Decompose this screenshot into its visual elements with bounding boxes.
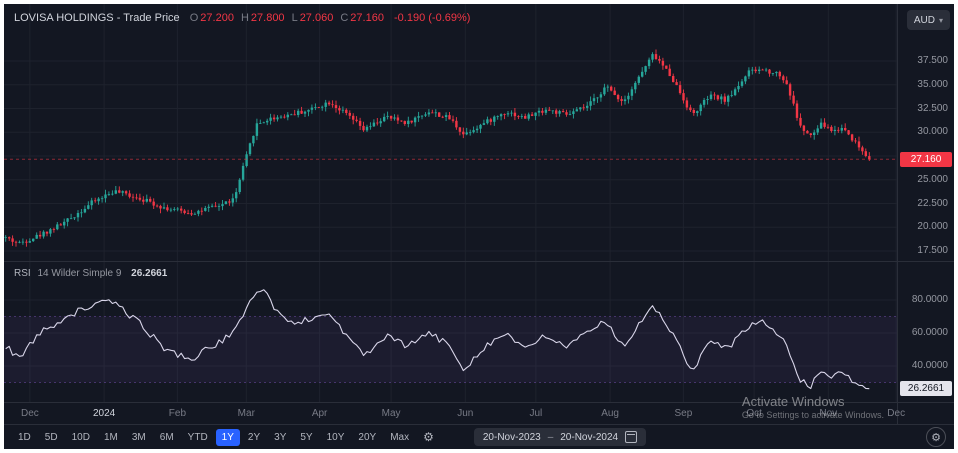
- range-button-20y[interactable]: 20Y: [352, 429, 382, 446]
- price-axis-label: 35.000: [917, 78, 948, 90]
- range-button-5d[interactable]: 5D: [39, 429, 64, 446]
- ohlc-value: 27.200: [200, 12, 234, 24]
- trading-chart-app: LOVISA HOLDINGS - Trade Price O 27.200 H 27…: [4, 4, 954, 449]
- chevron-down-icon: ▾: [938, 15, 943, 25]
- range-buttons: 1D 5D 10D 1M 3M 6M YTD 1Y 2Y 3Y 5Y 10Y 20Y Max: [12, 428, 415, 446]
- date-range-picker[interactable]: 20-Nov-2023 – 20-Nov-2024: [473, 428, 647, 446]
- range-button-10y[interactable]: 10Y: [321, 429, 351, 446]
- time-axis-label: Sep: [674, 408, 693, 419]
- date-from: 20-Nov-2023: [482, 431, 541, 443]
- range-button-10d[interactable]: 10D: [66, 429, 96, 446]
- rsi-axis-label: 40.0000: [911, 360, 948, 371]
- gear-icon[interactable]: ⚙: [423, 430, 434, 444]
- ohlc-key: L: [291, 12, 298, 24]
- ohlc-key: O: [189, 12, 199, 24]
- range-button-6m[interactable]: 6M: [154, 429, 180, 446]
- time-axis-corner: [897, 403, 954, 424]
- range-button-ytd[interactable]: YTD: [182, 429, 214, 446]
- time-axis-label: Feb: [168, 408, 187, 419]
- time-axis-label: Aug: [601, 408, 619, 419]
- currency-button[interactable]: AUD ▾: [906, 10, 950, 30]
- rsi-current-value: 26.2661: [131, 268, 168, 279]
- symbol-header: LOVISA HOLDINGS - Trade Price O 27.200 H 27…: [14, 12, 470, 24]
- range-button-1d[interactable]: 1D: [12, 429, 37, 446]
- price-axis-label: 30.000: [917, 126, 948, 138]
- ohlc-value: 27.060: [299, 12, 334, 24]
- ohlc-value: 27.160: [350, 12, 384, 24]
- time-axis[interactable]: Dec 2024 Feb Mar Apr May Jun Jul Aug Sep Oct Nov Dec: [4, 402, 954, 425]
- rsi-axis-label: 60.0000: [911, 327, 948, 338]
- settings-icon[interactable]: ⚙: [926, 427, 946, 447]
- time-axis-label: Mar: [237, 408, 255, 419]
- range-button-1m[interactable]: 1M: [98, 429, 124, 446]
- ohlc-values: O 27.200 H 27.800 L 27.060 C 27.160: [183, 12, 384, 24]
- time-axis-label: Oct: [746, 408, 762, 419]
- ohlc-key: H: [240, 12, 249, 24]
- rsi-indicator-label: RSI 14 Wilder Simple 9 26.2661: [14, 268, 167, 279]
- ohlc-key: C: [340, 12, 349, 24]
- price-axis-label: 25.000: [917, 173, 948, 185]
- range-button-5y[interactable]: 5Y: [294, 429, 318, 446]
- time-axis-label: 2024: [92, 408, 116, 419]
- price-axis-label: 32.500: [917, 102, 948, 114]
- price-axis[interactable]: AUD ▾ 27.160 26.2661 37.500 35.000 32.500 3…: [897, 4, 954, 402]
- price-axis-label: 22.500: [917, 197, 948, 209]
- price-axis-label: 37.500: [917, 55, 948, 66]
- ohlc-value: 27.800: [250, 12, 285, 24]
- range-button-3y[interactable]: 3Y: [268, 429, 292, 446]
- range-button-3m[interactable]: 3M: [126, 429, 152, 446]
- price-axis-label: 20.000: [917, 221, 948, 233]
- range-button-2y[interactable]: 2Y: [242, 429, 266, 446]
- currency-label: AUD: [913, 14, 935, 26]
- time-axis-label: Apr: [311, 408, 328, 419]
- rsi-axis-label: 80.0000: [911, 294, 948, 305]
- time-axis-label: May: [381, 408, 401, 419]
- rsi-params: 14 Wilder Simple 9: [37, 268, 122, 279]
- time-axis-label: Jun: [457, 408, 474, 419]
- chart-panes[interactable]: LOVISA HOLDINGS - Trade Price O 27.200 H 27…: [4, 4, 954, 420]
- chart-canvas[interactable]: [4, 4, 898, 402]
- last-price-badge: 27.160: [900, 151, 952, 167]
- calendar-icon: [625, 431, 638, 443]
- range-button-1y[interactable]: 1Y: [215, 428, 240, 446]
- rsi-name: RSI: [14, 268, 31, 279]
- time-axis-label: Dec: [887, 408, 906, 419]
- bottom-toolbar: 1D 5D 10D 1M 3M 6M YTD 1Y 2Y 3Y 5Y 10Y 20Y Max ⚙ 20-N…: [4, 424, 954, 449]
- time-axis-label: Jul: [529, 408, 543, 419]
- time-axis-label: Dec: [20, 408, 39, 419]
- rsi-value-badge: 26.2661: [900, 381, 952, 397]
- price-axis-label: 17.500: [917, 245, 948, 256]
- symbol-title: LOVISA HOLDINGS - Trade Price: [14, 12, 180, 24]
- time-axis-label: Nov: [819, 408, 838, 419]
- pane-separator[interactable]: [4, 261, 954, 262]
- date-to: 20-Nov-2024: [560, 431, 619, 443]
- range-button-max[interactable]: Max: [384, 429, 415, 446]
- change-value: -0.190 (-0.69%): [394, 12, 471, 24]
- date-range-separator: –: [547, 431, 554, 443]
